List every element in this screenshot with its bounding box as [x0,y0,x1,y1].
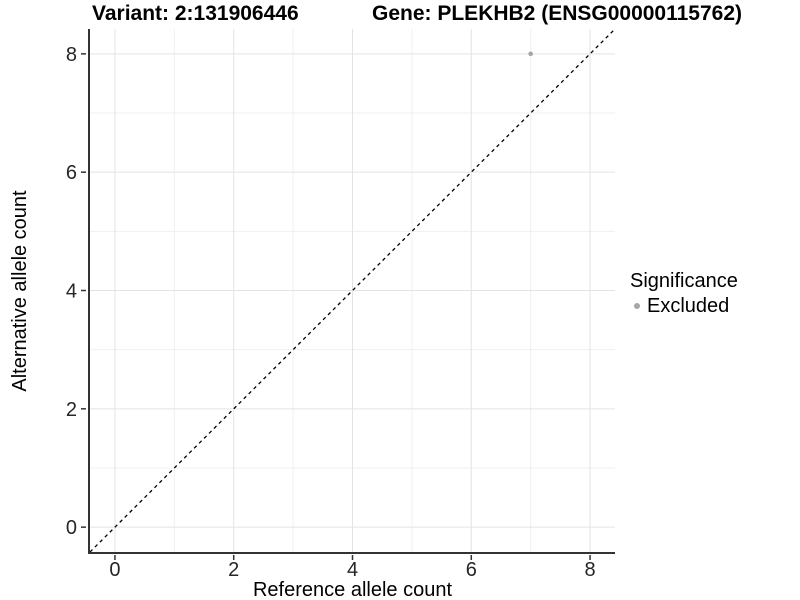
y-tick-label: 4 [66,281,77,303]
x-axis-title: Reference allele count [252,579,452,600]
legend-entry-label: Excluded [647,295,730,317]
x-tick-label: 4 [347,559,358,581]
y-tick-label: 0 [66,517,77,539]
legend: Significance Excluded [630,269,738,318]
x-tick-label: 8 [584,559,595,581]
plot-panel-svg: 0 2 4 6 8 0 2 4 6 8 [66,28,616,581]
title-variant: Variant: 2:131906446 [92,2,299,25]
y-tick-label: 6 [66,162,77,184]
y-tick-label: 8 [66,44,77,66]
y-axis-title: Alternative allele count [9,190,31,392]
plot-panel: 0 2 4 6 8 0 2 4 6 8 [66,28,616,581]
legend-point-icon [634,303,640,309]
y-tick-label: 2 [66,399,77,421]
legend-entry: Excluded [630,294,738,318]
legend-title: Significance [630,270,738,292]
x-tick-label: 2 [228,559,239,581]
data-point [528,51,533,57]
x-tick-label: 0 [109,559,120,581]
x-tick-label: 6 [466,559,477,581]
title-gene: Gene: PLEKHB2 (ENSG00000115762) [372,2,743,25]
identity-line [89,28,616,553]
